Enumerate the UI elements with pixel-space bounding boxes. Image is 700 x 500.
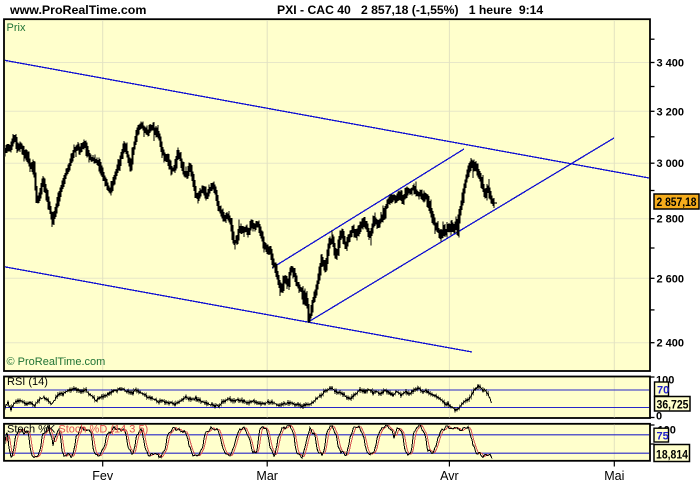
svg-text:Mai: Mai — [604, 469, 624, 483]
svg-text:www.ProRealTime.com: www.ProRealTime.com — [9, 3, 146, 17]
svg-text:2 400: 2 400 — [657, 338, 685, 350]
svg-text:© ProRealTime.com: © ProRealTime.com — [7, 356, 106, 368]
svg-text:Fev: Fev — [92, 469, 114, 483]
svg-text:Prix: Prix — [7, 22, 26, 34]
svg-text:RSI (14): RSI (14) — [7, 376, 48, 388]
svg-text:3 000: 3 000 — [657, 158, 685, 170]
svg-text:PXI - CAC 40 2 857,18 (-1,55: PXI - CAC 40 2 857,18 (-1,55%) 1 heure 9… — [277, 3, 543, 17]
svg-text:2 600: 2 600 — [657, 273, 685, 285]
svg-text:75: 75 — [657, 430, 669, 442]
svg-text:3 400: 3 400 — [657, 58, 685, 70]
svg-text:70: 70 — [657, 385, 669, 397]
svg-text:3 200: 3 200 — [657, 106, 685, 118]
svg-text:2 857,18: 2 857,18 — [657, 197, 698, 209]
svg-text:0: 0 — [656, 411, 662, 423]
svg-text:Stoch %K Stoch %D (14 3 5): Stoch %K Stoch %D (14 3 5) — [7, 424, 148, 436]
svg-text:2 800: 2 800 — [657, 214, 685, 226]
svg-text:Avr: Avr — [440, 469, 459, 483]
svg-text:18,814: 18,814 — [656, 450, 689, 462]
svg-text:36,725: 36,725 — [657, 400, 690, 412]
svg-text:Mar: Mar — [256, 469, 278, 483]
